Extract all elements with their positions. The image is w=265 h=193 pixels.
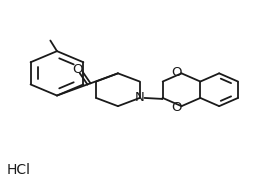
Text: N: N: [135, 91, 145, 104]
Text: O: O: [171, 66, 182, 79]
Text: O: O: [171, 101, 182, 114]
Text: O: O: [72, 63, 82, 76]
Text: HCl: HCl: [7, 163, 30, 177]
